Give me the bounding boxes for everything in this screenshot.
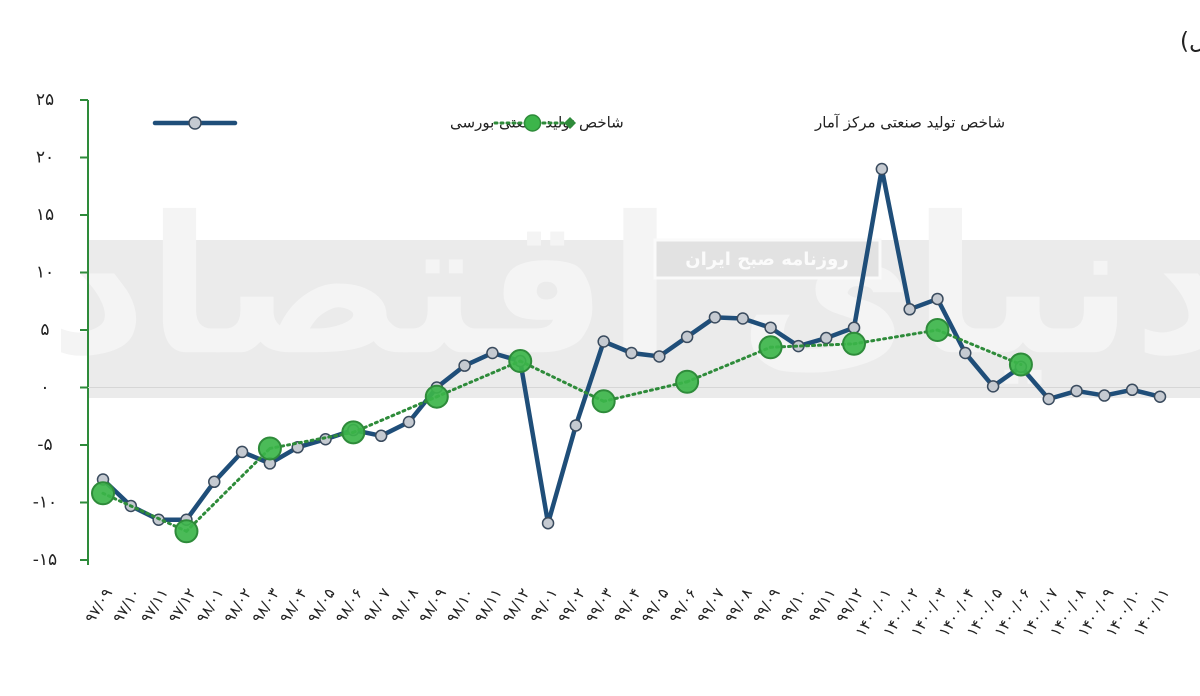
- series-segment: [435, 359, 522, 399]
- data-point: [842, 331, 867, 356]
- data-point: [541, 516, 555, 530]
- data-point: [1125, 383, 1139, 397]
- data-point: [591, 389, 616, 414]
- data-point: [597, 335, 610, 348]
- data-point: [625, 346, 638, 360]
- data-point: [925, 318, 950, 342]
- data-point: [1042, 392, 1055, 406]
- data-point: [764, 321, 777, 334]
- data-point: [1070, 384, 1083, 398]
- y-tick-label: -۵: [37, 435, 52, 455]
- data-point: [374, 429, 388, 443]
- data-point: [819, 331, 833, 345]
- series-segment: [769, 342, 856, 349]
- series-segment: [268, 430, 355, 450]
- series-segment: [101, 491, 188, 533]
- watermark-badge: [653, 238, 882, 280]
- series-segment: [852, 328, 939, 346]
- data-point: [569, 419, 583, 432]
- data-point: [758, 335, 783, 360]
- data-point: [235, 445, 249, 459]
- data-point: [653, 350, 666, 363]
- data-point: [508, 349, 533, 374]
- data-point: [931, 292, 944, 306]
- data-point: [458, 359, 471, 372]
- y-tick-label: -۱۰: [33, 493, 57, 513]
- y-tick-label: ۲۰: [36, 148, 54, 168]
- y-tick-label: ۰: [40, 378, 49, 398]
- data-point: [903, 303, 916, 316]
- data-point: [91, 481, 115, 506]
- series-segment: [184, 446, 272, 533]
- data-point: [402, 415, 416, 429]
- y-tick-label: -۱۵: [33, 550, 57, 570]
- data-point: [680, 330, 694, 344]
- legend-marker: [188, 116, 202, 130]
- y-tick-label: ۱۰: [36, 263, 54, 283]
- data-point: [1098, 389, 1111, 402]
- data-point: [341, 420, 366, 445]
- data-point: [174, 519, 199, 544]
- legend-label: شاخص تولید صنعتی مرکز آمار: [814, 114, 1005, 132]
- data-point: [424, 384, 449, 409]
- series-segment: [935, 328, 1023, 366]
- legend-marker: [523, 114, 542, 132]
- data-point: [319, 433, 332, 446]
- data-point: [986, 380, 1000, 393]
- watermark-text: روزنامه صبح ایران: [685, 249, 848, 270]
- data-point: [708, 311, 722, 324]
- data-point: [1153, 390, 1167, 403]
- data-point: [257, 436, 282, 461]
- data-point: [486, 346, 499, 360]
- series-segment: [602, 380, 689, 403]
- data-point: [959, 346, 972, 360]
- data-point: [208, 475, 221, 489]
- legend-diamond: [564, 117, 576, 129]
- data-point: [1008, 352, 1033, 377]
- chart-title: رشد شاخص تولید صنعتی بورسی و شاخص تولید …: [1180, 27, 1200, 55]
- y-tick-label: ۵: [40, 320, 49, 340]
- data-point: [675, 369, 700, 394]
- data-point: [875, 162, 889, 176]
- y-tick-label: ۲۵: [36, 90, 54, 110]
- series-segment: [518, 359, 606, 403]
- series-segment: [351, 395, 439, 434]
- series-segment: [685, 345, 773, 384]
- data-point: [736, 312, 750, 325]
- y-tick-label: ۱۵: [36, 205, 54, 225]
- data-point: [847, 321, 861, 334]
